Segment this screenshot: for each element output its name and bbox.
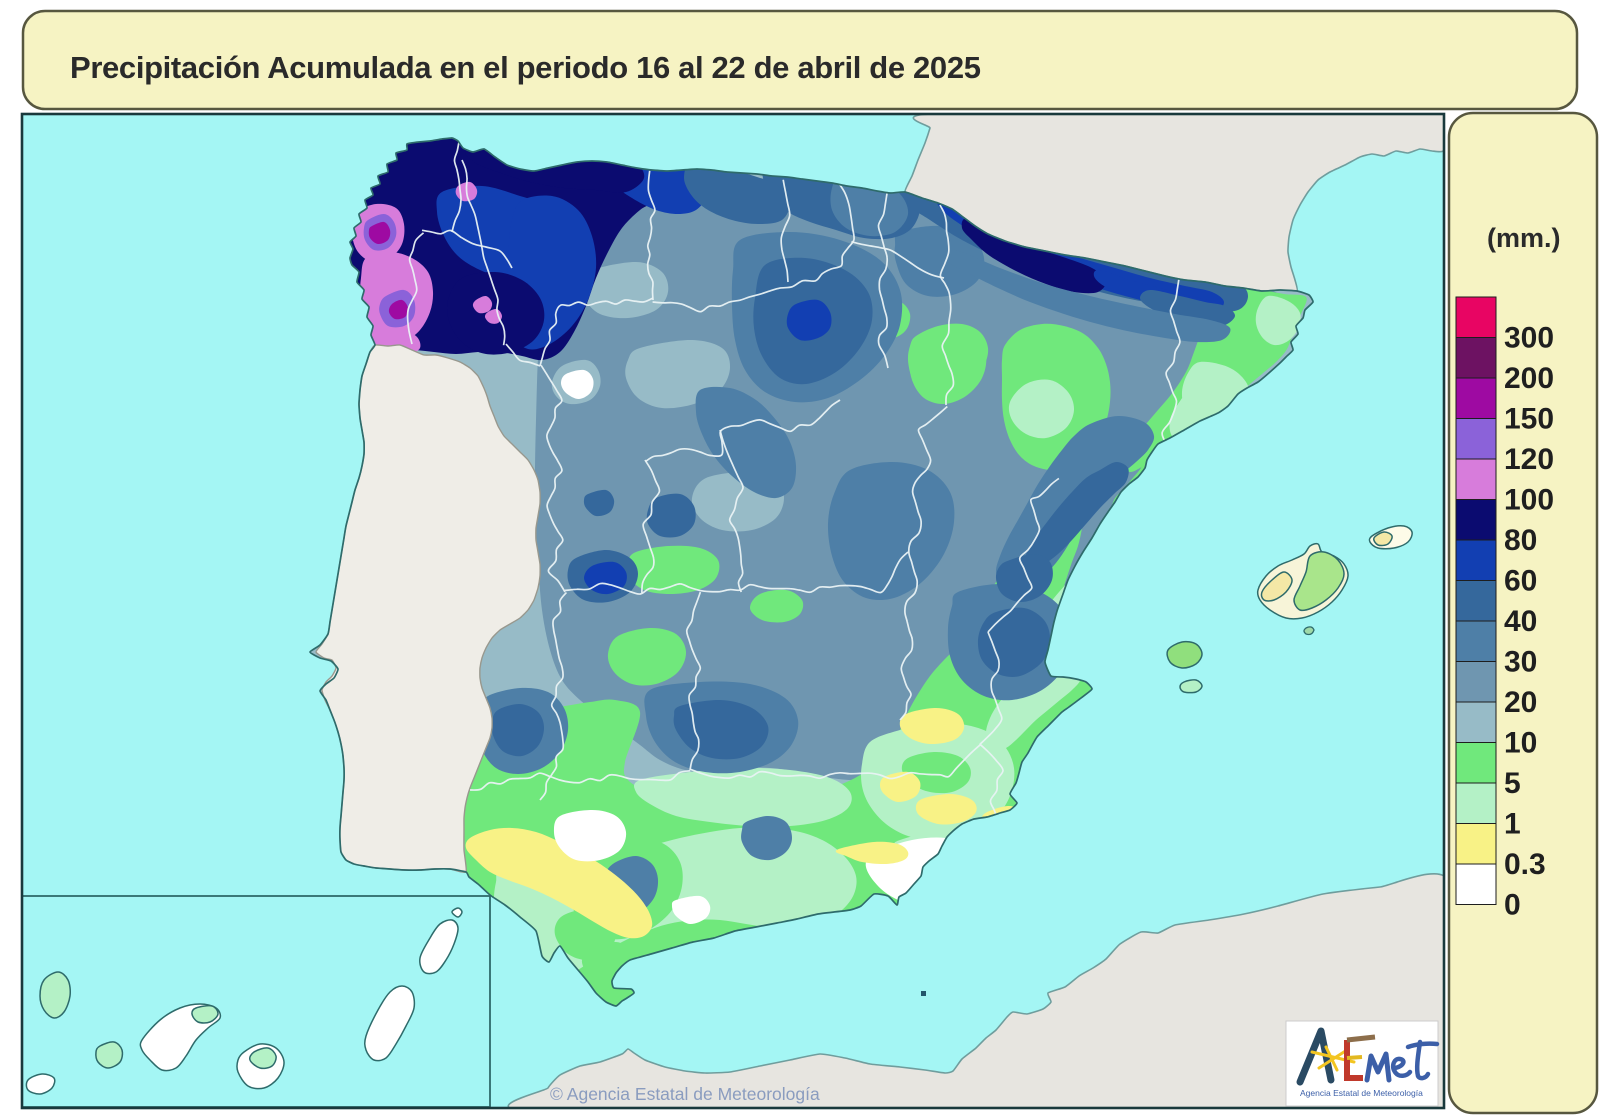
svg-text:80: 80: [1504, 524, 1537, 557]
svg-text:150: 150: [1504, 403, 1554, 436]
svg-text:© Agencia Estatal de Meteorolo: © Agencia Estatal de Meteorología: [550, 1084, 820, 1104]
svg-text:300: 300: [1504, 322, 1554, 355]
svg-text:120: 120: [1504, 443, 1554, 476]
svg-text:0.3: 0.3: [1504, 848, 1546, 881]
svg-text:100: 100: [1504, 484, 1554, 517]
svg-text:20: 20: [1504, 686, 1537, 719]
svg-text:0: 0: [1504, 889, 1521, 922]
svg-text:10: 10: [1504, 727, 1537, 760]
svg-text:(mm.): (mm.): [1487, 223, 1561, 253]
svg-text:60: 60: [1504, 565, 1537, 598]
svg-text:40: 40: [1504, 605, 1537, 638]
svg-text:5: 5: [1504, 767, 1521, 800]
svg-text:200: 200: [1504, 362, 1554, 395]
svg-text:Agencia Estatal de Meteorologí: Agencia Estatal de Meteorología: [1300, 1088, 1423, 1098]
svg-text:1: 1: [1504, 808, 1521, 841]
svg-text:30: 30: [1504, 646, 1537, 679]
svg-text:Precipitación Acumulada en el: Precipitación Acumulada en el periodo 16…: [70, 50, 981, 85]
